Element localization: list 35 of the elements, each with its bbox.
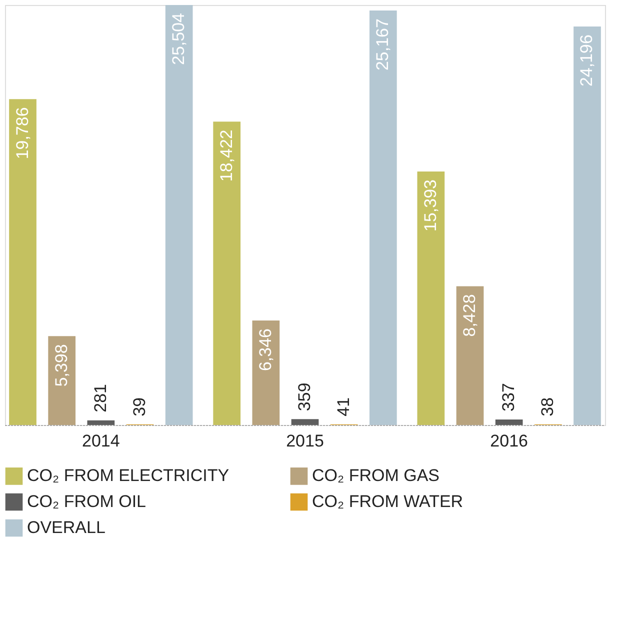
bar — [369, 10, 397, 425]
data-label: 25,167 — [373, 18, 392, 71]
x-tick-label: 2016 — [490, 432, 528, 450]
bar — [9, 99, 36, 425]
x-tick-label: 2014 — [82, 432, 120, 450]
legend-label: CO₂ FROM ELECTRICITY — [27, 466, 230, 486]
data-label: 359 — [295, 382, 314, 412]
bar — [495, 419, 523, 425]
legend-label: OVERALL — [27, 518, 106, 537]
bar — [252, 320, 280, 425]
bar — [48, 336, 76, 425]
data-label: 5,398 — [52, 344, 71, 387]
legend-label: CO₂ FROM GAS — [312, 466, 440, 486]
bar — [165, 5, 193, 425]
bar — [213, 122, 241, 425]
legend-label: CO₂ FROM WATER — [312, 492, 464, 511]
bar — [291, 419, 319, 425]
data-label: 41 — [334, 397, 354, 416]
data-label: 39 — [130, 397, 149, 416]
data-label: 6,346 — [256, 328, 275, 372]
data-label: 19,786 — [12, 107, 32, 160]
x-tick-label: 2015 — [286, 432, 324, 450]
data-label: 281 — [90, 384, 110, 412]
data-label: 25,504 — [169, 13, 188, 65]
bar — [87, 420, 115, 425]
data-label: 15,393 — [420, 180, 440, 232]
data-label: 337 — [499, 383, 518, 412]
bar — [456, 286, 484, 425]
data-label: 8,428 — [460, 294, 479, 337]
bar — [417, 172, 445, 425]
bar — [574, 26, 601, 425]
data-label: 38 — [538, 397, 558, 416]
data-label: 18,422 — [216, 130, 236, 182]
legend-label: CO₂ FROM OIL — [27, 492, 146, 511]
data-label: 24,196 — [577, 34, 596, 87]
